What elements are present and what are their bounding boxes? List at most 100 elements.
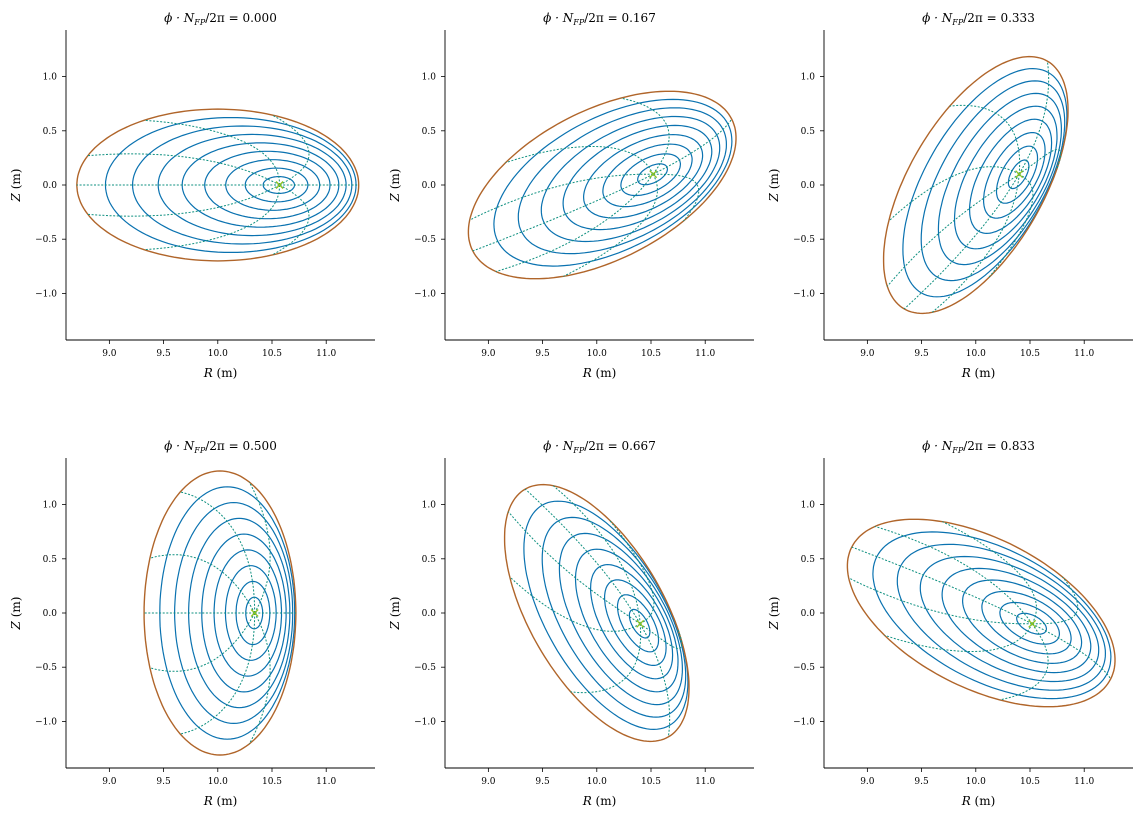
x-tick-label: 11.0	[316, 777, 336, 787]
flux-surface	[620, 153, 681, 197]
theta-line	[180, 612, 256, 735]
x-tick-label: 10.0	[587, 777, 607, 787]
theta-line	[620, 97, 670, 175]
y-tick-label: −1.0	[793, 717, 815, 727]
panel-5: 9.0 9.5 10.0 10.5 11.0 −1.0 −0.5 0.0 0.5 1.0 R (m)…	[388, 439, 754, 808]
x-tick-label: 10.0	[587, 349, 607, 359]
theta-line	[851, 546, 1033, 625]
theta-line	[507, 511, 641, 625]
x-tick-label: 10.5	[262, 349, 282, 359]
y-tick-label: 0.5	[43, 127, 58, 137]
x-axis-label: R (m)	[582, 366, 617, 380]
magnetic-axis-marker	[1015, 170, 1024, 179]
x-axis-label: R (m)	[961, 794, 996, 808]
y-tick-label: −0.5	[793, 663, 815, 673]
x-axis-label: R (m)	[582, 794, 617, 808]
y-tick-label: 0.0	[801, 609, 816, 619]
x-tick-label: 10.5	[262, 777, 282, 787]
theta-line	[931, 174, 1020, 313]
x-tick-label: 9.0	[481, 777, 496, 787]
y-tick-label: −1.0	[35, 717, 57, 727]
y-tick-label: −1.0	[793, 289, 815, 299]
theta-line	[886, 173, 1020, 287]
theta-line	[472, 173, 654, 252]
theta-line	[949, 104, 1021, 175]
theta-line	[149, 554, 256, 614]
x-tick-label: 9.5	[535, 349, 550, 359]
x-tick-label: 10.0	[208, 349, 228, 359]
y-tick-label: 0.0	[43, 181, 58, 191]
theta-line	[552, 485, 641, 624]
flux-surface	[558, 532, 684, 706]
y-tick-label: 1.0	[422, 501, 437, 511]
y-tick-label: −0.5	[35, 663, 57, 673]
theta-line	[180, 491, 256, 614]
theta-line	[652, 118, 733, 175]
x-tick-label: 10.0	[966, 777, 986, 787]
theta-line	[1018, 61, 1050, 175]
y-axis-label: Z (m)	[388, 597, 402, 631]
y-tick-label: −1.0	[414, 289, 436, 299]
theta-line	[639, 623, 671, 737]
theta-line	[248, 481, 271, 614]
x-tick-label: 9.5	[914, 777, 929, 787]
flux-surface	[201, 533, 287, 693]
panel-title: ϕ · NFP/2π = 0.000	[164, 11, 277, 27]
magnetic-axis-marker	[1028, 619, 1037, 628]
y-axis-label: Z (m)	[767, 169, 781, 203]
flux-surface	[541, 516, 687, 718]
theta-line	[87, 153, 280, 186]
x-tick-label: 9.0	[481, 349, 496, 359]
y-tick-label: 1.0	[801, 73, 816, 83]
theta-line	[144, 119, 281, 186]
x-tick-label: 9.0	[860, 777, 875, 787]
flux-surface	[1016, 612, 1047, 635]
flux-surface	[637, 163, 668, 186]
y-tick-label: 0.0	[43, 609, 58, 619]
theta-line	[942, 521, 1037, 625]
x-tick-label: 9.0	[102, 777, 117, 787]
x-tick-label: 10.0	[966, 349, 986, 359]
theta-line	[495, 173, 654, 273]
theta-line	[149, 612, 256, 672]
flux-surface	[995, 145, 1039, 204]
flux-surface	[937, 92, 1063, 266]
y-tick-label: −0.5	[793, 235, 815, 245]
x-tick-label: 11.0	[1074, 349, 1094, 359]
y-tick-label: −1.0	[414, 717, 436, 727]
flux-surface	[602, 143, 693, 208]
panel-title: ϕ · NFP/2π = 0.167	[543, 11, 656, 27]
y-tick-label: 1.0	[43, 501, 58, 511]
x-tick-label: 11.0	[1074, 777, 1094, 787]
flux-surface	[204, 150, 331, 220]
y-tick-label: −0.5	[35, 235, 57, 245]
flux-surface	[999, 601, 1060, 645]
theta-line	[469, 173, 654, 221]
y-tick-label: −1.0	[35, 289, 57, 299]
x-tick-label: 11.0	[695, 349, 715, 359]
panel-1: 9.0 9.5 10.0 10.5 11.0 −1.0 −0.5 0.0 0.5 1.0 R (m)…	[9, 11, 375, 380]
panel-title: ϕ · NFP/2π = 0.333	[922, 11, 1035, 27]
magnetic-axis-marker	[649, 170, 658, 179]
flux-surface	[920, 80, 1066, 282]
y-tick-label: 1.0	[801, 501, 816, 511]
x-tick-label: 9.0	[860, 349, 875, 359]
panel-title: ϕ · NFP/2π = 0.667	[543, 439, 656, 455]
y-tick-label: −0.5	[414, 663, 436, 673]
x-tick-label: 10.5	[1020, 777, 1040, 787]
flux-surface	[961, 579, 1083, 665]
x-tick-label: 11.0	[316, 349, 336, 359]
theta-line	[505, 146, 654, 175]
theta-line	[144, 184, 281, 251]
theta-line	[987, 173, 1034, 279]
x-tick-label: 9.5	[914, 349, 929, 359]
theta-line	[87, 184, 280, 217]
panel-3: 9.0 9.5 10.0 10.5 11.0 −1.0 −0.5 0.0 0.5 1.0 R (m)…	[767, 11, 1133, 380]
boundary-surface	[143, 470, 297, 756]
y-tick-label: 0.0	[422, 609, 437, 619]
panel-title: ϕ · NFP/2π = 0.833	[922, 439, 1035, 455]
flux-surface	[981, 590, 1072, 655]
flux-surface	[523, 500, 689, 731]
y-tick-label: 0.5	[801, 555, 816, 565]
